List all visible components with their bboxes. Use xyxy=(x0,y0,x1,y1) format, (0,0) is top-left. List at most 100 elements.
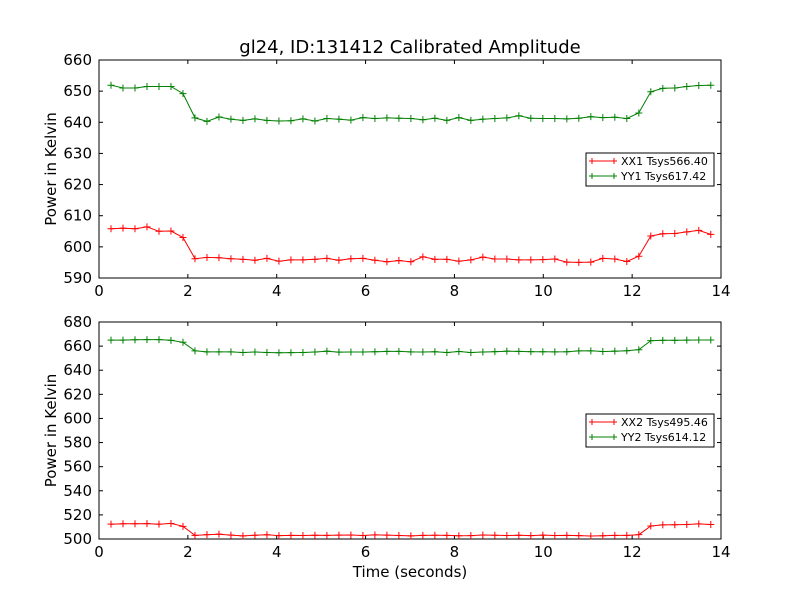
data-point-marker xyxy=(695,82,703,90)
y-tick-label: 500 xyxy=(63,530,92,548)
data-point-marker xyxy=(671,229,679,237)
data-point-marker xyxy=(119,520,127,528)
data-point-marker xyxy=(407,258,415,266)
data-point-marker xyxy=(107,336,115,344)
data-point-marker xyxy=(527,256,535,264)
chart-title: gl24, ID:131412 Calibrated Amplitude xyxy=(239,37,580,58)
data-point-marker xyxy=(419,116,427,124)
x-tick-label: 14 xyxy=(711,543,730,561)
data-point-marker xyxy=(491,348,499,356)
data-point-marker xyxy=(395,257,403,265)
data-point-marker xyxy=(431,348,439,356)
data-point-marker xyxy=(407,532,415,540)
data-point-marker xyxy=(167,82,175,90)
data-point-marker xyxy=(311,255,319,263)
data-point-marker xyxy=(191,255,199,263)
x-tick-label: 14 xyxy=(711,282,730,300)
data-point-marker xyxy=(275,532,283,540)
data-point-marker xyxy=(503,532,511,540)
y-tick-label: 540 xyxy=(63,482,92,500)
data-point-marker xyxy=(515,112,523,120)
data-point-marker xyxy=(155,227,163,235)
data-point-marker xyxy=(539,348,547,356)
data-point-marker xyxy=(419,348,427,356)
data-point-marker xyxy=(119,336,127,344)
data-point-marker xyxy=(227,255,235,263)
data-point-marker xyxy=(599,348,607,356)
data-point-marker xyxy=(527,114,535,122)
data-point-marker xyxy=(467,116,475,124)
data-point-marker xyxy=(311,117,319,125)
data-point-marker xyxy=(143,336,151,344)
data-point-marker xyxy=(563,115,571,123)
data-point-marker xyxy=(563,258,571,266)
data-point-marker xyxy=(407,348,415,356)
data-point-marker xyxy=(143,223,151,231)
data-point-marker xyxy=(707,521,715,529)
data-point-marker xyxy=(695,520,703,528)
data-point-marker xyxy=(203,531,211,539)
data-point-marker xyxy=(299,532,307,540)
legend-marker xyxy=(589,158,617,164)
data-point-marker xyxy=(347,116,355,124)
data-point-marker xyxy=(503,255,511,263)
data-point-marker xyxy=(491,255,499,263)
data-point-marker xyxy=(143,520,151,528)
data-point-marker xyxy=(455,114,463,122)
data-point-marker xyxy=(383,347,391,355)
data-point-marker xyxy=(299,115,307,123)
data-point-marker xyxy=(287,117,295,125)
data-point-marker xyxy=(131,84,139,92)
data-point-marker xyxy=(275,257,283,265)
series-2 xyxy=(107,81,715,125)
data-point-marker xyxy=(311,531,319,539)
data-point-marker xyxy=(347,255,355,263)
legend-label: XX1 Tsys566.40 xyxy=(621,155,708,168)
data-point-marker xyxy=(647,337,655,345)
y-tick-label: 660 xyxy=(63,51,92,69)
legend-box xyxy=(585,152,715,187)
y-tick-label: 620 xyxy=(63,385,92,403)
series-1 xyxy=(107,223,715,266)
data-point-marker xyxy=(311,348,319,356)
data-point-marker xyxy=(227,348,235,356)
data-point-marker xyxy=(299,256,307,264)
data-point-marker xyxy=(659,84,667,92)
data-point-marker xyxy=(431,531,439,539)
y-axis-label: Power in Kelvin xyxy=(42,112,60,226)
data-point-marker xyxy=(563,531,571,539)
data-point-marker xyxy=(335,348,343,356)
data-point-marker xyxy=(599,254,607,262)
x-tick-label: 4 xyxy=(272,282,282,300)
data-point-marker xyxy=(323,531,331,539)
data-point-marker xyxy=(671,336,679,344)
x-axis-label: Time (seconds) xyxy=(352,563,468,581)
data-point-marker xyxy=(503,114,511,122)
y-tick-label: 580 xyxy=(63,434,92,452)
data-point-marker xyxy=(359,348,367,356)
x-tick-label: 4 xyxy=(272,543,282,561)
x-tick-label: 6 xyxy=(361,282,371,300)
data-point-marker xyxy=(407,115,415,123)
data-point-marker xyxy=(335,531,343,539)
data-point-marker xyxy=(683,336,691,344)
data-point-marker xyxy=(227,531,235,539)
data-point-marker xyxy=(239,255,247,263)
data-point-marker xyxy=(431,255,439,263)
legend-label: YY1 Tsys617.42 xyxy=(620,170,706,183)
data-point-marker xyxy=(623,347,631,355)
data-point-marker xyxy=(263,349,271,357)
data-point-marker xyxy=(563,348,571,356)
data-point-marker xyxy=(683,228,691,236)
data-point-marker xyxy=(695,226,703,234)
data-point-marker xyxy=(155,520,163,528)
data-point-marker xyxy=(539,531,547,539)
data-point-marker xyxy=(575,114,583,122)
data-point-marker xyxy=(263,254,271,262)
data-point-marker xyxy=(179,90,187,98)
data-point-marker xyxy=(635,346,643,354)
data-point-marker xyxy=(647,88,655,96)
data-point-marker xyxy=(107,225,115,233)
data-point-marker xyxy=(599,114,607,122)
data-point-marker xyxy=(371,531,379,539)
